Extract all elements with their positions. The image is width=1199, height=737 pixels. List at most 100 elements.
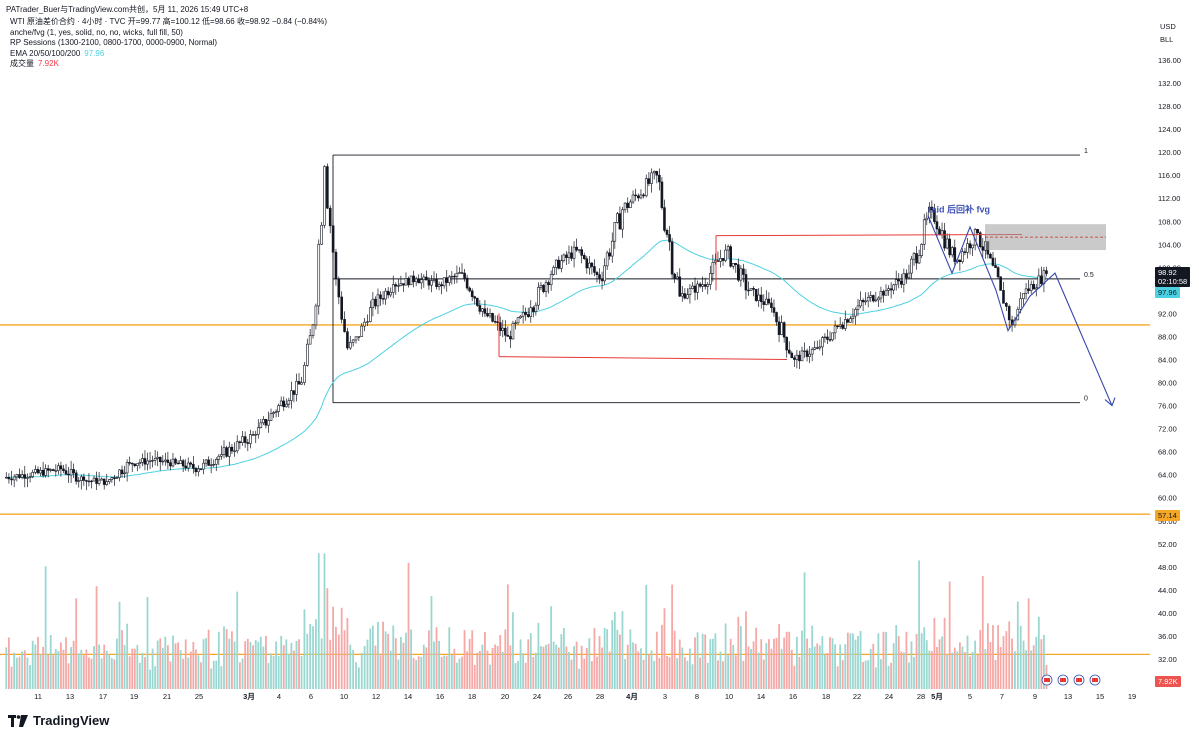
candle-up <box>481 308 484 312</box>
candle-down <box>683 293 687 299</box>
volume-bar <box>217 631 220 689</box>
candle-down <box>1032 284 1036 290</box>
volume-bar <box>417 656 420 689</box>
red-range-line <box>498 356 788 360</box>
tradingview-brand[interactable]: TradingView <box>8 713 109 728</box>
volume-bar <box>23 650 26 689</box>
volume-bar <box>105 650 108 689</box>
volume-bar <box>146 597 149 689</box>
candle-down <box>343 319 346 332</box>
candle-up <box>940 230 944 236</box>
candle-down <box>64 470 68 475</box>
candle-down <box>282 400 286 408</box>
candle-up <box>966 243 969 253</box>
candle-down <box>113 477 116 479</box>
volume-bar <box>1019 625 1022 689</box>
volume-bar <box>430 596 433 689</box>
candle-down <box>176 462 180 465</box>
volume-bar <box>228 638 231 689</box>
candle-up <box>376 294 380 307</box>
candle-down <box>491 313 494 322</box>
volume-bar <box>496 645 499 689</box>
x-tick-label: 24 <box>533 692 541 701</box>
candle-down <box>243 436 247 443</box>
candle-down <box>770 302 773 308</box>
candle-down <box>978 232 982 247</box>
x-tick-label: 13 <box>66 692 74 701</box>
volume-bar <box>100 658 103 689</box>
candle-up <box>235 441 239 452</box>
legend-fvg-indicator[interactable]: anche/fvg (1, yes, solid, no, no, wicks,… <box>10 27 183 37</box>
candle-down <box>608 252 612 257</box>
legend-sessions-indicator[interactable]: RP Sessions (1300-2100, 0800-1700, 0000-… <box>10 38 218 47</box>
volume-bar <box>601 647 603 689</box>
volume-bar <box>953 647 956 689</box>
volume-bar <box>317 553 320 689</box>
candle-down <box>417 278 421 284</box>
candle-down <box>861 299 865 303</box>
x-axis[interactable]: 11 13 17 19 21 25 3月 4 6 10 12 14 16 18 20 24 26 28 4月 3 8 10… <box>34 692 1136 701</box>
candle-up <box>925 217 929 221</box>
candle-up <box>277 405 280 412</box>
candle-up <box>680 293 684 297</box>
volume-bar <box>473 664 476 689</box>
volume-bar <box>813 646 816 689</box>
legend-volume-indicator[interactable]: 成交量 7.92K <box>10 59 327 70</box>
legend-symbol[interactable]: WTI 原油差价合约 · 4小时 · TVC 开=99.77 高=100.12 … <box>10 17 328 26</box>
candle-up <box>34 469 37 473</box>
candle-down <box>787 349 791 354</box>
candle-down <box>381 298 385 300</box>
volume-bar <box>377 621 379 689</box>
candle-up <box>110 477 114 480</box>
candle-down <box>386 290 390 296</box>
x-tick-label: 21 <box>163 692 171 701</box>
volume-bar <box>174 643 177 689</box>
candle-down <box>460 272 464 274</box>
candle-up <box>222 447 226 455</box>
volume-bar <box>760 639 763 689</box>
y-tick-label: 36.00 <box>1158 632 1177 641</box>
candle-up <box>501 327 505 331</box>
candle-down <box>742 268 745 275</box>
y-tick-label: 104.00 <box>1158 240 1181 249</box>
candle-down <box>264 418 268 426</box>
x-tick-label: 10 <box>725 692 733 701</box>
event-flag-icon <box>1057 674 1069 686</box>
legend-ema-value: 97.96 <box>84 48 105 58</box>
volume-bar <box>70 647 73 689</box>
volume-bar <box>453 648 456 689</box>
volume-bar <box>164 636 167 689</box>
candle-up <box>650 172 653 184</box>
volume-bar <box>596 656 598 689</box>
volume-bar <box>742 660 745 689</box>
candle-up <box>549 273 553 286</box>
candle-up <box>49 469 53 471</box>
candle-up <box>389 292 393 296</box>
y-tick-label: 56.00 <box>1158 517 1177 526</box>
candle-down <box>752 288 755 290</box>
candle-up <box>818 346 822 349</box>
candle-up <box>961 251 964 263</box>
volume-bar <box>159 638 162 689</box>
candle-up <box>300 382 303 385</box>
volume-bar <box>724 623 727 689</box>
currency-selector[interactable]: USD BLL <box>1160 20 1176 46</box>
candle-down <box>292 390 296 395</box>
volume-bar <box>583 658 586 689</box>
volume-bar <box>696 632 699 689</box>
candle-up <box>279 400 283 406</box>
candle-down <box>994 265 997 268</box>
candle-up <box>4 476 8 479</box>
candle-up <box>675 276 679 279</box>
candle-down <box>62 468 65 471</box>
candle-down <box>930 206 934 211</box>
candle-up <box>869 295 873 298</box>
volume-bar <box>824 654 826 689</box>
volume-bar <box>440 657 443 689</box>
candle-up <box>284 403 288 408</box>
legend-ema-indicator[interactable]: EMA 20/50/100/200 97.96 <box>10 49 327 60</box>
volume-bar <box>905 631 908 689</box>
x-tick-label: 20 <box>501 692 509 701</box>
